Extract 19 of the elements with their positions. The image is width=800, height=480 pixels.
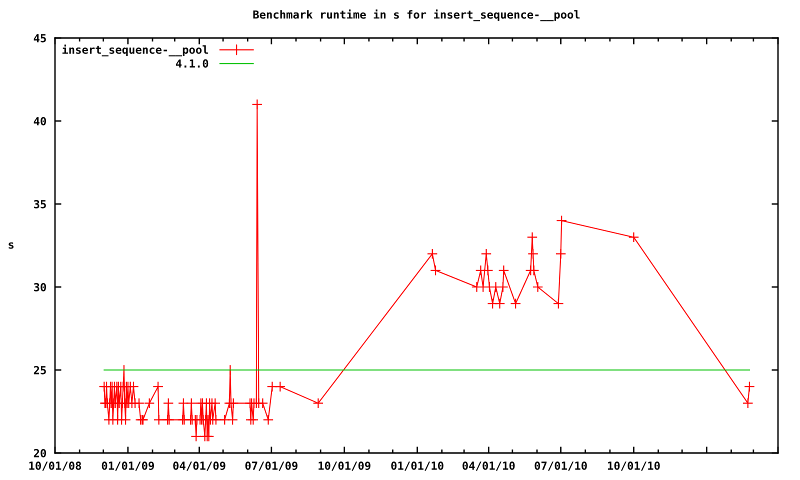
- y-tick-label: 45: [34, 34, 46, 42]
- x-tick-label: 01/01/10: [391, 462, 444, 471]
- y-axis-title: s: [8, 242, 14, 249]
- y-tick-label: 25: [34, 366, 46, 374]
- x-tick-label: 10/01/09: [318, 462, 370, 471]
- legend-label: 4.1.0: [176, 59, 208, 68]
- x-tick-label: 10/01/10: [608, 462, 660, 471]
- x-tick-label: 10/01/08: [29, 462, 82, 471]
- x-tick-label: 04/01/09: [173, 462, 226, 471]
- x-tick-label: 04/01/10: [462, 462, 515, 471]
- y-tick-label: 20: [34, 448, 46, 458]
- x-tick-label: 07/01/09: [245, 462, 298, 471]
- chart-title: Benchmark runtime in s for insert_sequence-__pool: [253, 10, 580, 22]
- y-tick-label: 40: [34, 116, 46, 126]
- legend-label: insert_sequence-__pool: [62, 44, 208, 56]
- y-tick-label: 30: [34, 282, 46, 292]
- x-tick-label: 01/01/09: [102, 462, 154, 471]
- y-tick-label: 35: [34, 200, 46, 208]
- x-tick-label: 07/01/10: [534, 462, 587, 471]
